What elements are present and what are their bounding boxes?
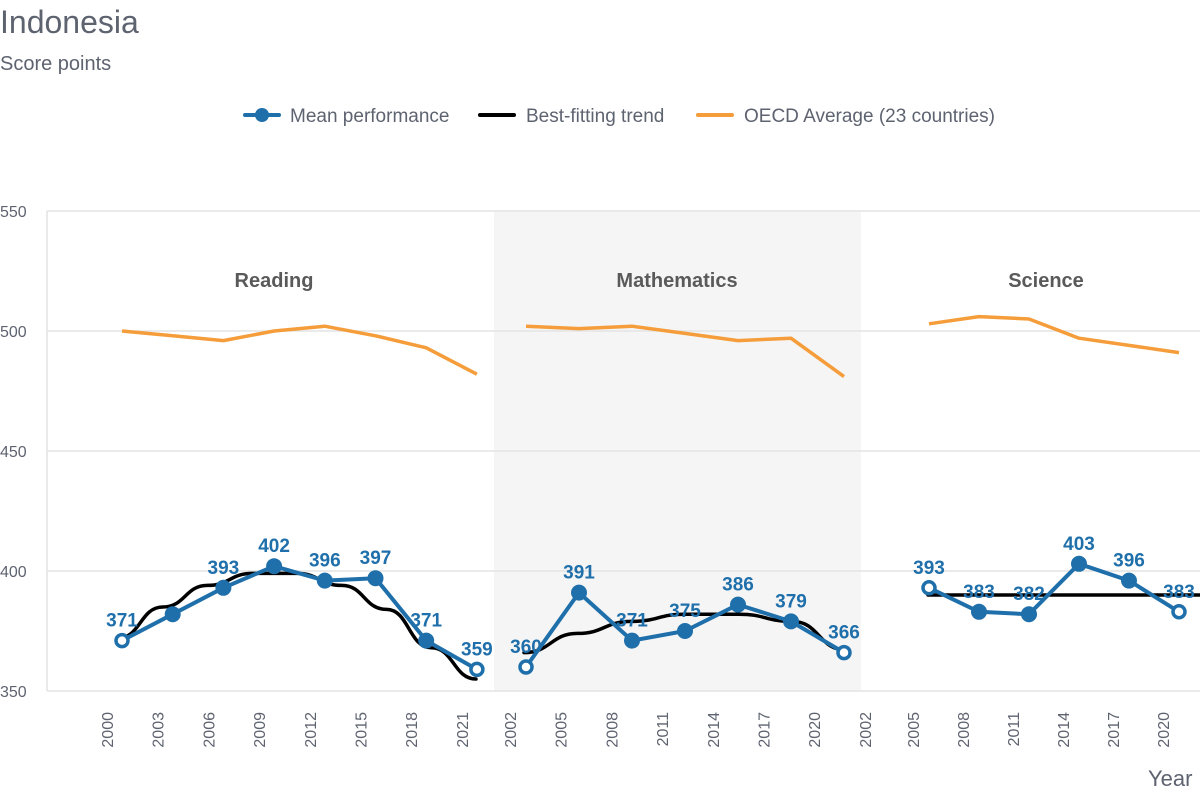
- mean-point-mathematics-0: [518, 659, 534, 675]
- x-tick-science-2: 2011: [1006, 712, 1023, 747]
- mean-point-science-5: [1171, 604, 1187, 620]
- data-label-science-2: 382: [1013, 584, 1045, 605]
- x-tick-reading-7: 2021: [455, 712, 472, 748]
- mean-point-reading-6: [418, 632, 435, 649]
- data-label-mathematics-6: 366: [828, 623, 860, 644]
- data-label-reading-2: 393: [208, 558, 240, 579]
- mean-point-reading-1: [164, 606, 181, 623]
- y-tick-500: 500: [0, 324, 27, 341]
- data-label-mathematics-1: 391: [563, 563, 595, 584]
- x-tick-science-1: 2008: [956, 712, 973, 748]
- y-tick-450: 450: [0, 444, 27, 461]
- x-tick-science-0: 2005: [906, 712, 923, 748]
- mean-point-mathematics-6: [836, 644, 852, 661]
- oecd-line-reading: [121, 324, 478, 376]
- x-tick-reading-5: 2015: [354, 712, 371, 748]
- mean-point-science-3: [1071, 555, 1087, 572]
- data-label-reading-3: 402: [258, 536, 290, 557]
- mean-point-mathematics-5: [783, 613, 799, 630]
- legend-label-2: OECD Average (23 countries): [744, 106, 995, 127]
- legend-label-1: Best-fitting trend: [526, 106, 664, 127]
- data-label-mathematics-2: 371: [616, 611, 648, 632]
- mean-point-science-0: [921, 580, 937, 596]
- panel-title-reading: Reading: [235, 270, 314, 292]
- y-tick-400: 400: [0, 564, 27, 581]
- mean-point-mathematics-3: [677, 623, 693, 639]
- chart-subtitle: Score points: [0, 53, 112, 75]
- mean-point-reading-5: [367, 570, 384, 587]
- data-label-reading-7: 359: [461, 639, 493, 660]
- x-axis-label: Year: [1148, 766, 1192, 791]
- x-tick-mathematics-4: 2014: [706, 712, 723, 748]
- panel-title-mathematics: Mathematics: [616, 270, 737, 292]
- oecd-line-science: [928, 314, 1180, 355]
- data-label-mathematics-3: 375: [669, 601, 701, 622]
- mean-point-mathematics-4: [730, 596, 746, 613]
- legend-marker-0: [255, 108, 269, 122]
- chart-title: Indonesia: [0, 4, 139, 40]
- legend-label-0: Mean performance: [290, 106, 449, 127]
- mean-point-science-2: [1021, 606, 1037, 623]
- data-label-mathematics-0: 360: [510, 637, 542, 658]
- x-tick-mathematics-2: 2008: [604, 712, 621, 748]
- x-tick-reading-1: 2003: [151, 712, 168, 748]
- mean-line-reading: [121, 564, 478, 672]
- data-label-science-3: 403: [1063, 534, 1095, 555]
- x-tick-mathematics-7: 2002: [858, 712, 875, 748]
- mean-point-reading-3: [266, 558, 283, 575]
- data-label-mathematics-4: 386: [722, 575, 754, 596]
- x-tick-science-3: 2014: [1056, 712, 1073, 748]
- data-label-science-0: 393: [913, 558, 945, 579]
- mean-point-reading-0: [114, 632, 130, 649]
- oecd-line-mathematics: [525, 324, 846, 379]
- x-tick-science-4: 2017: [1106, 712, 1123, 748]
- mean-point-science-1: [971, 603, 987, 620]
- data-label-science-5: 383: [1163, 582, 1195, 603]
- mean-point-reading-7: [469, 661, 485, 678]
- data-label-science-1: 383: [963, 582, 995, 603]
- x-tick-reading-3: 2009: [252, 712, 269, 748]
- data-label-reading-5: 397: [360, 548, 392, 569]
- x-tick-mathematics-5: 2017: [757, 712, 774, 748]
- y-tick-350: 350: [0, 684, 27, 701]
- x-tick-science-5: 2020: [1156, 712, 1173, 748]
- x-tick-reading-4: 2012: [303, 712, 320, 748]
- y-tick-550: 550: [0, 204, 27, 221]
- panel-title-science: Science: [1008, 270, 1084, 292]
- mean-line-science: [928, 561, 1181, 617]
- mean-point-reading-4: [316, 572, 333, 589]
- x-tick-mathematics-6: 2020: [807, 712, 824, 748]
- mean-point-science-4: [1121, 572, 1137, 589]
- x-tick-mathematics-1: 2005: [554, 712, 571, 748]
- data-label-science-4: 396: [1113, 551, 1145, 572]
- data-label-reading-6: 371: [410, 611, 442, 632]
- x-tick-reading-6: 2018: [404, 712, 421, 748]
- data-label-reading-0: 371: [106, 611, 138, 632]
- x-tick-reading-2: 2006: [201, 712, 218, 748]
- mean-point-mathematics-2: [624, 632, 640, 649]
- x-tick-mathematics-3: 2011: [655, 712, 672, 747]
- mean-point-mathematics-1: [571, 584, 587, 601]
- data-label-reading-4: 396: [309, 551, 341, 572]
- x-tick-reading-0: 2000: [100, 712, 117, 748]
- x-tick-mathematics-0: 2002: [503, 712, 520, 748]
- data-label-mathematics-5: 379: [775, 591, 807, 612]
- mean-point-reading-2: [215, 579, 232, 596]
